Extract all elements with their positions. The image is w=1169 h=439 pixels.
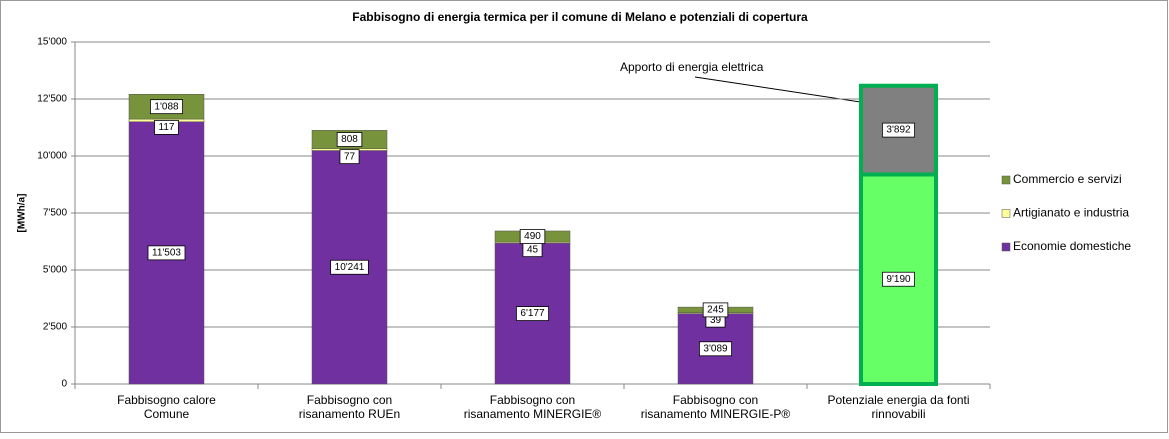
value-label-box — [699, 341, 732, 357]
value-label: 6'177 — [516, 306, 549, 321]
x-tick-label: Potenziale energia da fonti — [827, 393, 969, 407]
value-label: 45 — [522, 242, 543, 258]
legend-label: Commercio e servizi — [1013, 172, 1122, 186]
legend-label: Economie domestiche — [1013, 239, 1131, 253]
value-label: 77 — [339, 149, 360, 165]
legend-swatch — [1001, 209, 1011, 218]
value-label-text: 9'190 — [886, 274, 911, 285]
value-label-box — [882, 271, 915, 287]
legend-label: Artigianato e industria — [1013, 206, 1129, 220]
value-label-text: 1'088 — [154, 101, 179, 112]
value-label-box — [154, 119, 179, 135]
y-tick-label: 7'500 — [43, 208, 68, 219]
chart-title: Fabbisogno di energia termica per il com… — [352, 10, 808, 24]
value-label: 808 — [336, 132, 363, 147]
y-tick-label: 12'500 — [37, 94, 67, 105]
x-tick-label: Fabbisogno con — [673, 393, 758, 407]
value-label-box — [882, 122, 915, 138]
value-label: 9'190 — [882, 271, 915, 287]
value-label-text: 3'089 — [703, 343, 728, 354]
x-tick-label: risanamento MINERGIE® — [464, 407, 602, 421]
y-tick-label: 10'000 — [37, 151, 67, 162]
legend-swatch — [1001, 242, 1011, 252]
legend-swatch — [1001, 175, 1011, 185]
x-tick-label: Fabbisogno con — [490, 393, 575, 407]
x-tick-label: risanamento MINERGIE-P® — [641, 407, 791, 421]
x-tick-label: Comune — [144, 407, 190, 421]
value-label-box — [516, 306, 549, 321]
value-label: 3'089 — [699, 341, 732, 357]
value-label-text: 117 — [159, 122, 175, 133]
y-tick-label: 0 — [61, 379, 67, 390]
value-label: 117 — [154, 119, 179, 135]
value-label: 245 — [702, 302, 729, 318]
value-label-text: 10'241 — [335, 262, 365, 273]
y-tick-label: 2'500 — [43, 322, 68, 333]
value-label-text: 3'892 — [886, 125, 911, 136]
value-label-text: 39 — [710, 315, 722, 326]
annotation: Apporto di energia elettrica — [620, 60, 764, 74]
value-label-box — [702, 302, 729, 318]
value-label-box — [339, 149, 360, 165]
x-tick-label: rinnovabili — [871, 407, 925, 421]
y-tick-label: 5'000 — [43, 265, 68, 276]
value-label-text: 490 — [524, 231, 541, 242]
x-tick-label: Fabbisogno con — [307, 393, 392, 407]
y-axis-label: [MWh/a] — [17, 194, 28, 233]
value-label-text: 808 — [341, 134, 358, 145]
x-tick-label: risanamento RUEn — [299, 407, 400, 421]
value-label-box — [336, 132, 363, 147]
value-label: 10'241 — [330, 259, 369, 275]
value-label-text: 11'503 — [152, 248, 181, 259]
value-label-text: 45 — [527, 244, 539, 255]
value-label-text: 6'177 — [520, 308, 545, 319]
y-tick-label: 15'000 — [37, 37, 67, 48]
value-label: 11'503 — [147, 245, 186, 261]
value-label-box — [147, 245, 186, 261]
value-label-box — [519, 229, 546, 244]
value-label: 1'088 — [150, 99, 183, 115]
value-label: 490 — [519, 229, 546, 244]
value-label-text: 77 — [344, 151, 356, 162]
value-label-box — [330, 259, 369, 275]
value-label-text: 245 — [707, 305, 724, 316]
x-tick-label: Fabbisogno calore — [117, 393, 216, 407]
value-label: 3'892 — [882, 122, 915, 138]
value-label-box — [150, 99, 183, 115]
